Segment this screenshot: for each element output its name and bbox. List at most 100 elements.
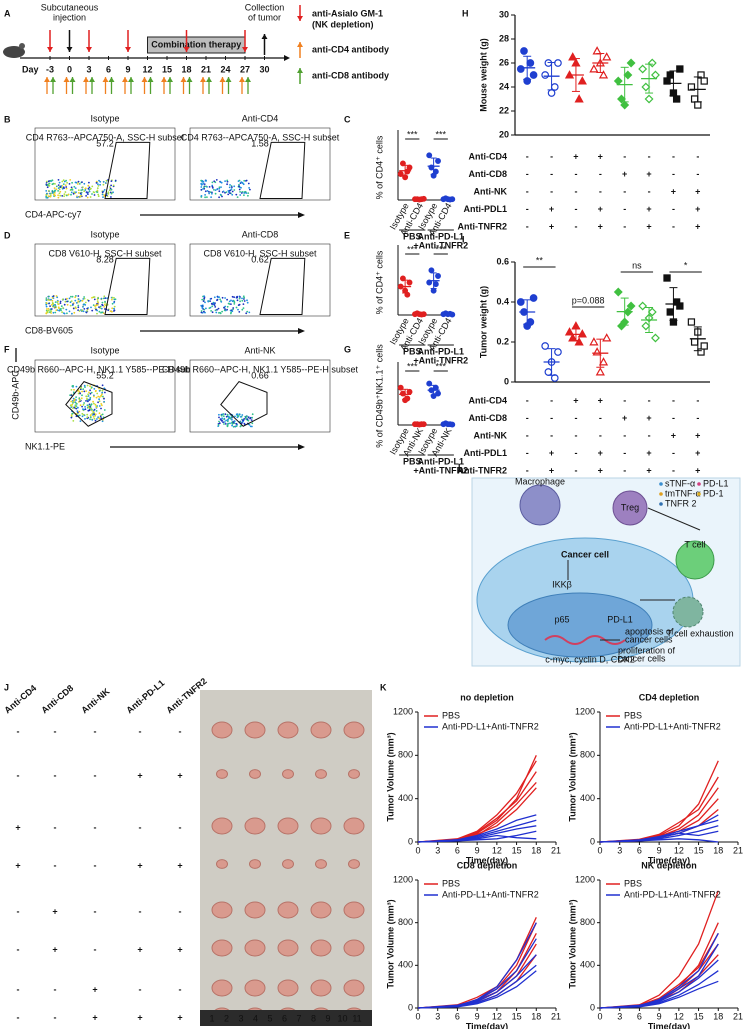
event-dot: [97, 395, 100, 398]
event-dot: [77, 306, 80, 309]
y-tick-label: 1200: [575, 706, 595, 716]
data-point: [672, 95, 681, 103]
arrow-head: [245, 77, 251, 82]
sign: -: [599, 186, 602, 196]
event-dot: [243, 422, 246, 425]
event-dot: [73, 185, 76, 188]
event-dot: [222, 190, 225, 193]
event-dot: [111, 307, 114, 310]
tumor: [244, 721, 266, 739]
tumor: [244, 939, 266, 957]
legend-label: Anti-PD-L1+Anti-TNFR2: [624, 721, 721, 731]
y-tick-label: 28: [499, 33, 509, 43]
event-dot: [71, 403, 74, 406]
panel-label: J: [4, 682, 9, 692]
event-dot: [203, 186, 205, 189]
x-tick-label: 21: [551, 1011, 561, 1021]
ruler-number: 9: [325, 1013, 330, 1023]
event-dot: [232, 307, 235, 309]
event-dot: [89, 392, 92, 395]
legend-label: TNFR 2: [665, 498, 697, 508]
treg: [612, 490, 648, 526]
sign: +: [646, 204, 651, 214]
x-tick-label: 6: [637, 845, 642, 855]
event-dot: [75, 407, 78, 410]
event-dot: [107, 309, 110, 312]
event-dot: [85, 195, 87, 197]
tumor: [343, 901, 365, 919]
data-point: [541, 71, 550, 79]
event-dot: [59, 186, 62, 188]
event-dot: [109, 191, 112, 194]
event-dot: [98, 306, 100, 308]
sign: -: [526, 169, 529, 179]
diagram-label: PD-L1: [607, 614, 633, 624]
signal-arrow: [567, 560, 620, 641]
sign: -: [696, 413, 699, 423]
data-point: [690, 338, 699, 346]
gate-percent: 1.58: [251, 138, 269, 148]
event-dot: [46, 308, 48, 310]
event-dot: [69, 304, 72, 307]
significance: ***: [407, 244, 418, 254]
tumor: [244, 901, 266, 919]
event-dot: [46, 311, 49, 314]
gate-percent: 57.2: [96, 138, 114, 148]
event-dot: [220, 414, 223, 417]
data-point: [647, 58, 657, 68]
sign: +: [671, 186, 676, 196]
event-dot: [87, 409, 90, 412]
event-dot: [224, 180, 227, 183]
event-dot: [78, 414, 81, 417]
event-dot: [51, 183, 54, 186]
event-dot: [240, 181, 243, 184]
tumor: [244, 979, 266, 997]
event-dot: [82, 403, 85, 406]
event-dot: [239, 194, 242, 196]
event-dot: [95, 405, 98, 408]
event-dot: [82, 408, 84, 410]
event-dot: [75, 302, 78, 304]
arrow-head: [261, 34, 268, 39]
event-dot: [200, 183, 203, 186]
plot-title: Anti-NK: [244, 345, 275, 355]
event-dot: [71, 295, 74, 298]
event-dot: [210, 302, 213, 305]
event-dot: [103, 306, 105, 308]
event-dot: [111, 296, 114, 299]
injection-label: injection: [53, 12, 86, 22]
x-tick-label: 12: [492, 1011, 502, 1021]
event-dot: [216, 308, 218, 311]
sign: -: [54, 984, 57, 994]
event-dot: [81, 186, 84, 189]
sign: +: [598, 465, 603, 475]
x-axis-label: CD4-APC-cy7: [25, 209, 82, 219]
event-dot: [202, 300, 205, 302]
event-dot: [62, 312, 65, 314]
sign: +: [598, 395, 603, 405]
event-dot: [79, 192, 82, 195]
event-dot: [242, 303, 245, 305]
event-dot: [243, 194, 245, 197]
event-dot: [45, 194, 48, 197]
y-tick-label: 800: [398, 917, 413, 927]
event-dot: [233, 420, 236, 423]
event-dot: [69, 394, 71, 397]
data-point: [641, 321, 651, 331]
tumor: [211, 901, 233, 919]
day-number: 24: [220, 64, 230, 74]
sign: +: [177, 770, 182, 780]
arrow-head: [200, 77, 206, 82]
event-dot: [59, 190, 62, 193]
x-axis-label: NK1.1-PE: [25, 441, 65, 451]
event-dot: [93, 388, 96, 390]
event-dot: [77, 411, 79, 414]
data-point: [663, 274, 671, 282]
event-dot: [84, 304, 87, 306]
legend-label: Anti-PD-L1+Anti-TNFR2: [624, 889, 721, 899]
event-dot: [81, 309, 83, 311]
event-dot: [231, 190, 234, 193]
x-tick-label: 12: [674, 845, 684, 855]
gate-percent: 55.2: [96, 370, 114, 380]
event-dot: [61, 180, 64, 183]
